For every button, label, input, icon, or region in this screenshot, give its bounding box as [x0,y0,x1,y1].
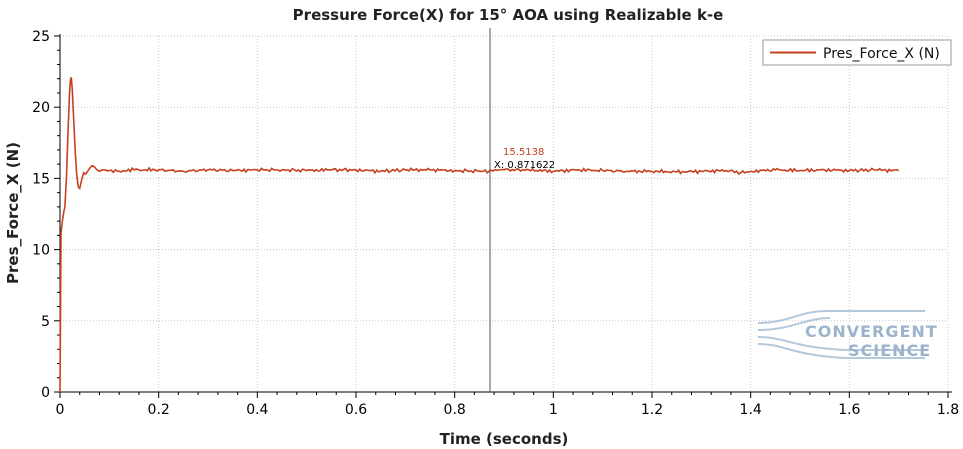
x-tick-label: 0.8 [444,402,466,418]
y-tick-label: 25 [32,29,50,45]
y-axis-label: Pres_Force_X (N) [4,142,22,284]
series-line [59,77,900,393]
cursor-y-readout: 15.5138 [503,147,544,158]
x-tick-label: 0.6 [345,402,367,418]
x-tick-label: 0.2 [148,402,170,418]
cursor-group[interactable]: 15.5138 X: 0.871622 [489,28,555,392]
y-tick-label: 10 [32,243,50,259]
x-axis-ticks: 0 0.2 0.4 0.6 0.8 1 1.2 1.4 1.6 1.8 [56,392,959,418]
legend: Pres_Force_X (N) [762,39,952,66]
logo-swoosh-icon [757,317,831,331]
logo-text-line1: CONVERGENT [805,322,938,341]
legend-entry-label: Pres_Force_X (N) [823,46,940,62]
logo-text-line2: SCIENCE [848,341,931,360]
x-tick-label: 1 [549,402,558,418]
x-tick-label: 1.2 [641,402,663,418]
series-group [59,77,900,393]
y-tick-label: 20 [32,100,50,116]
x-tick-label: 0.4 [246,402,268,418]
x-tick-label: 0 [56,402,65,418]
x-axis-label: Time (seconds) [440,430,569,448]
x-tick-label: 1.6 [838,402,860,418]
logo-swoosh-icon [757,309,925,324]
y-tick-label: 15 [32,171,50,187]
x-tick-label: 1.4 [740,402,762,418]
logo-swoosh-icon [757,343,925,359]
cursor-x-readout: X: 0.871622 [494,160,555,171]
y-tick-label: 0 [41,385,50,401]
y-tick-label: 5 [41,314,50,330]
y-axis-ticks: 0 5 10 15 20 25 [32,29,60,401]
grid [60,35,949,392]
x-tick-label: 1.8 [937,402,959,418]
chart-title: Pressure Force(X) for 15° AOA using Real… [293,6,724,24]
logo-swoosh-icon [757,336,925,351]
convergent-science-logo: CONVERGENT SCIENCE [757,309,938,360]
